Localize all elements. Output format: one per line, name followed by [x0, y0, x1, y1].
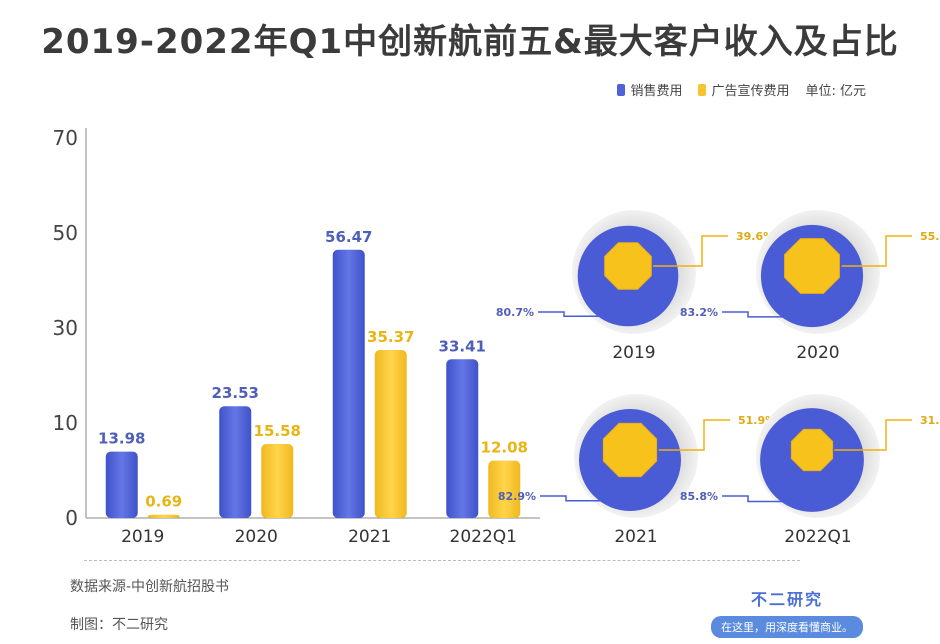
inner-leader-line [653, 235, 728, 267]
footer-divider [84, 560, 800, 561]
bar-sales [105, 451, 138, 518]
x-tick-label: 2022Q1 [450, 527, 517, 547]
circle-chart-label: 2022Q1 [784, 527, 851, 547]
bar-data-label: 13.98 [98, 430, 145, 448]
inner-pct-label: 55.1% [920, 230, 940, 243]
circle-chart-2021: 51.9%82.9%2021 [498, 394, 776, 547]
x-tick-label: 2020 [235, 527, 278, 547]
y-tick-label: 50 [53, 221, 78, 245]
x-tick-label: 2021 [348, 527, 391, 547]
legend: 销售费用 广告宣传费用 单位: 亿元 [617, 80, 866, 99]
inner-pct-label: 31.0% [920, 414, 940, 427]
inner-leader-line [841, 235, 912, 267]
largest-customer-shape [604, 242, 652, 290]
bar-data-label: 33.41 [439, 337, 486, 355]
bar-sales [332, 249, 365, 518]
legend-unit: 单位: 亿元 [805, 84, 866, 99]
legend-label-ads: 广告宣传费用 [711, 84, 790, 99]
circle-chart-label: 2021 [614, 527, 657, 547]
outer-leader-line [538, 311, 601, 317]
brand-block: 不二研究 在这里，用深度看懂商业。 [704, 586, 870, 638]
bar-data-label: 56.47 [325, 228, 372, 246]
inner-leader-line [834, 419, 912, 451]
bar-sales [219, 406, 252, 518]
outer-pct-label: 82.9% [498, 490, 536, 503]
legend-swatch-ads [698, 83, 707, 96]
bar-ads [147, 514, 180, 518]
largest-customer-shape [790, 428, 834, 472]
bar-sales [446, 359, 479, 518]
outer-pct-label: 85.8% [680, 490, 718, 503]
bar-ads [261, 443, 294, 518]
largest-customer-shape [784, 238, 840, 294]
circle-chart-label: 2020 [796, 343, 839, 363]
circle-chart-2022Q1: 31.0% 85.8% 2022Q1 [680, 394, 940, 547]
outer-pct-label: 80.7% [496, 306, 534, 319]
bar-data-label: 23.53 [212, 384, 259, 402]
bar-data-label: 12.08 [481, 439, 528, 457]
circle-chart-2020: 55.1% 83.2% 2020 [680, 210, 940, 363]
legend-label-sales: 销售费用 [630, 84, 683, 99]
maker-note: 制图：不二研究 [70, 617, 168, 633]
largest-customer-shape [602, 422, 658, 478]
outer-leader-line [540, 495, 602, 502]
y-tick-label: 30 [53, 316, 78, 340]
bar-data-label: 0.69 [145, 493, 182, 511]
bar-data-label: 15.58 [254, 422, 301, 440]
inner-leader-line [658, 419, 730, 451]
inner-pct-label: 39.6% [736, 230, 774, 243]
bar-data-label: 35.37 [367, 328, 414, 346]
brand-slogan: 在这里，用深度看懂商业。 [711, 616, 863, 638]
circle-chart-2019: 39.6% 80.7% 2019 [496, 210, 774, 363]
y-tick-label: 0 [65, 506, 78, 530]
brand-name: 不二研究 [750, 590, 823, 609]
outer-leader-line [722, 495, 784, 503]
chart-title: 2019-2022年Q1中创新航前五&最大客户收入及占比 [41, 22, 899, 62]
legend-item-ads: 广告宣传费用 [698, 80, 789, 99]
y-tick-label: 70 [53, 126, 78, 150]
outer-pct-label: 83.2% [680, 306, 718, 319]
y-tick-label: 10 [53, 411, 78, 435]
circle-chart-label: 2019 [612, 343, 655, 363]
bar-ads [488, 460, 521, 518]
x-tick-label: 2019 [121, 527, 164, 547]
source-note: 数据来源-中创新航招股书 [70, 579, 230, 595]
legend-swatch-sales [617, 83, 626, 96]
bar-ads [374, 349, 407, 518]
legend-item-sales: 销售费用 [617, 80, 682, 99]
outer-leader-line [722, 311, 784, 318]
